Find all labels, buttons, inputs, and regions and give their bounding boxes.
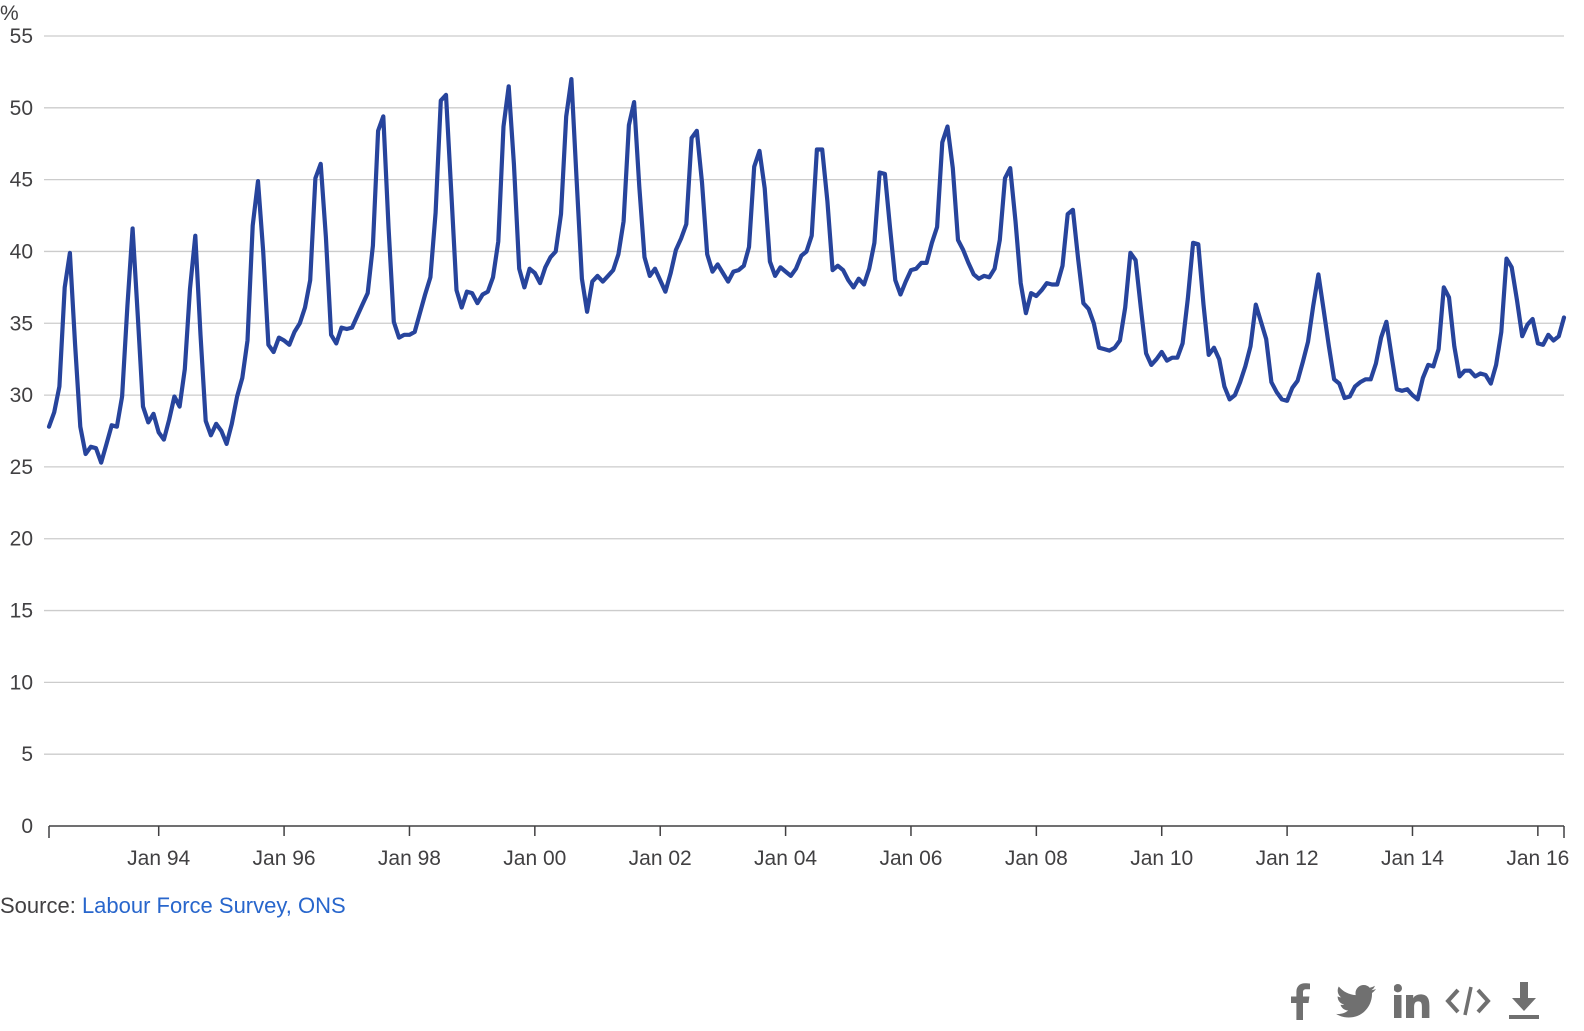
y-tick-label: 30 <box>10 384 33 407</box>
x-axis: Jan 94 Jan 96 Jan 98 Jan 00 Jan 02 Jan 04 Jan … <box>48 825 1569 870</box>
x-tick-label: Jan 94 <box>127 847 190 870</box>
y-tick-label: 45 <box>10 169 33 192</box>
gridlines <box>44 35 1564 755</box>
x-tick-label: Jan 98 <box>378 847 441 870</box>
share-bar <box>1272 976 1552 1026</box>
series-line <box>46 76 1567 465</box>
y-tick-label: 25 <box>10 456 33 479</box>
source-prefix: Source: <box>0 893 82 918</box>
x-tick-label: Jan 08 <box>1005 847 1068 870</box>
x-tick-label: Jan 10 <box>1130 847 1193 870</box>
x-tick-label: Jan 04 <box>754 847 817 870</box>
x-tick-label: Jan 16 <box>1506 847 1569 870</box>
y-unit-label: % <box>0 2 19 25</box>
download-icon[interactable] <box>1496 976 1552 1026</box>
y-tick-label: 5 <box>21 743 33 766</box>
x-tick-label: Jan 02 <box>629 847 692 870</box>
x-tick-label: Jan 06 <box>879 847 942 870</box>
facebook-icon[interactable] <box>1272 976 1328 1026</box>
y-tick-label: 20 <box>10 528 33 551</box>
twitter-icon[interactable] <box>1328 976 1384 1026</box>
y-axis-ticks: 0 5 10 15 20 25 30 35 40 45 50 55 <box>10 25 33 838</box>
linkedin-icon[interactable] <box>1384 976 1440 1026</box>
y-tick-label: 15 <box>10 600 33 623</box>
y-tick-label: 55 <box>10 25 33 48</box>
x-tick-label: Jan 00 <box>503 847 566 870</box>
series-group <box>46 76 1567 465</box>
y-tick-label: 35 <box>10 312 33 335</box>
source-note: Source: Labour Force Survey, ONS <box>0 893 346 919</box>
y-tick-label: 0 <box>21 815 33 838</box>
x-tick-label: Jan 96 <box>253 847 316 870</box>
y-tick-label: 40 <box>10 240 33 263</box>
x-tick-label: Jan 14 <box>1381 847 1444 870</box>
y-tick-label: 10 <box>10 671 33 694</box>
source-link[interactable]: Labour Force Survey, ONS <box>81 893 346 918</box>
embed-icon[interactable] <box>1440 976 1496 1026</box>
x-tick-label: Jan 12 <box>1256 847 1319 870</box>
y-tick-label: 50 <box>10 97 33 120</box>
